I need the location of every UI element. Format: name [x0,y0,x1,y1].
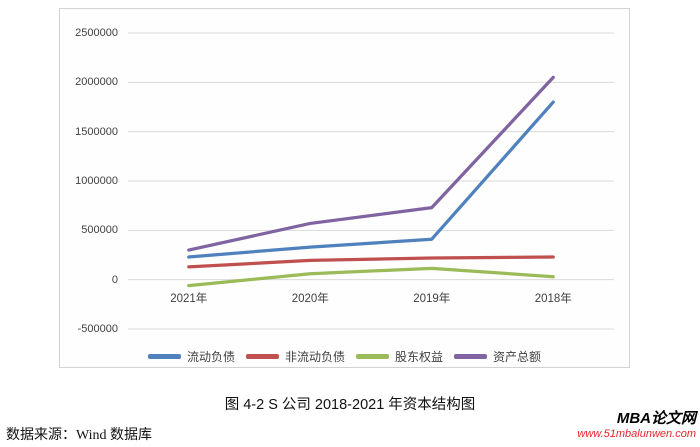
y-axis-tick-label: -500000 [77,323,118,335]
y-axis-tick-label: 1000000 [75,175,118,187]
legend-item-3: 资产总额 [454,348,541,365]
x-axis-tick-label: 2018年 [534,293,572,305]
x-axis-tick-label: 2019年 [413,293,451,305]
chart-legend: 流动负债 非流动负债 股东权益 资产总额 [60,348,629,365]
legend-item-1: 非流动负债 [245,348,345,365]
x-axis-tick-label: 2021年 [170,293,208,305]
legend-line-marker [356,354,389,359]
series-line-3 [187,75,555,252]
legend-item-0: 流动负债 [147,348,235,365]
series-line-0 [187,100,555,259]
y-axis-tick-label: 2000000 [75,76,118,89]
y-axis-tick-label: 500000 [81,224,118,237]
legend-label: 流动负债 [186,350,235,364]
watermark: MBA论文网 www.51mbalunwen.com [577,410,696,440]
y-axis-tick-label: 0 [111,273,118,286]
legend-label: 资产总额 [493,350,542,364]
legend-label: 股东权益 [395,350,444,364]
series-line-2 [187,266,555,288]
legend-line-marker [454,354,488,359]
capital-structure-chart: 2500000 2000000 1500000 1000000 500000 0 -5000… [59,8,630,368]
legend-item-2: 股东权益 [356,348,443,365]
data-source-note: 数据来源：Wind 数据库 [6,428,153,443]
legend-label: 非流动负债 [284,350,345,364]
series-line-1 [187,255,555,269]
chart-plot-area [128,32,614,330]
chart-caption: 图 4-2 S 公司 2018-2021 年资本结构图 [224,397,476,413]
legend-line-marker [147,354,181,359]
y-axis-tick-label: 2500000 [75,27,118,39]
watermark-site-url: www.51mbalunwen.com [577,427,696,440]
legend-line-marker [245,354,279,359]
watermark-site-name: MBA论文网 [616,410,696,427]
y-axis-tick-label: 1500000 [75,125,118,138]
x-axis-tick-label: 2020年 [291,293,329,305]
